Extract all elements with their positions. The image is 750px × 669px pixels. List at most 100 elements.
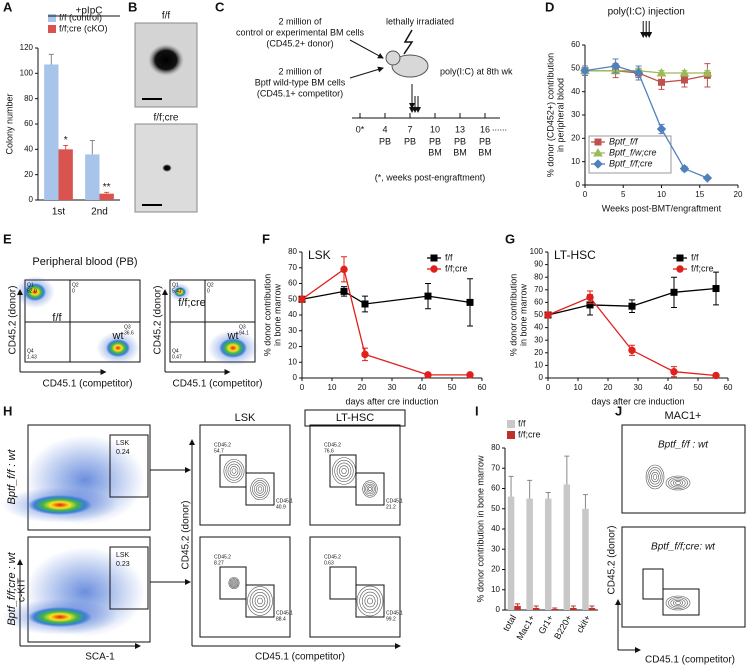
label: Bptf wild-type BM cells <box>255 77 346 87</box>
contour <box>229 466 239 476</box>
label: CD45.2 (donor) <box>8 286 19 355</box>
bar <box>85 154 100 200</box>
contour <box>368 487 372 491</box>
contour <box>665 595 691 611</box>
contour <box>225 461 243 481</box>
contour <box>356 585 384 617</box>
y-axis-label: % donor contribution in bone marrow <box>475 455 485 603</box>
frame <box>304 409 406 427</box>
label: PB <box>429 136 441 146</box>
label: poly(I:C) at 8th wk <box>440 66 513 76</box>
x-tick-label: 2nd <box>91 207 108 218</box>
x-tick-label: 60 <box>724 383 733 392</box>
label: PB <box>404 136 416 146</box>
y-tick-label: 70 <box>534 285 543 294</box>
error-bar <box>582 494 588 509</box>
contour <box>254 482 266 496</box>
error-bar <box>89 139 95 155</box>
y-axis-label: in bone marrow <box>272 283 282 346</box>
contour <box>231 580 237 586</box>
error-bar <box>564 455 570 485</box>
contour <box>230 579 238 587</box>
label: 10 <box>430 124 440 134</box>
label: 8.27 <box>214 560 224 566</box>
y-tick-label: 10 <box>534 361 543 370</box>
y-tick-label: 0 <box>539 373 544 382</box>
bar <box>570 607 577 610</box>
legend-label: Bptf_f/f <box>609 136 639 146</box>
error-bar <box>533 605 539 608</box>
marker <box>679 67 690 77</box>
y-tick-label: 40 <box>288 310 297 319</box>
label: CD45.1 <box>386 610 403 616</box>
contour <box>229 578 239 588</box>
marker <box>670 368 678 376</box>
label: 2 million of <box>278 16 322 26</box>
y-tick-label: 80 <box>288 247 297 256</box>
y-tick-label: 0 <box>29 195 34 204</box>
label: 4 <box>382 124 387 134</box>
marker <box>633 68 644 78</box>
marker <box>679 163 690 174</box>
label: Q1 <box>172 282 179 288</box>
y-tick-label: 30 <box>534 335 543 344</box>
label: 2 million of <box>278 66 322 76</box>
y-tick-label: 20 <box>288 342 297 351</box>
label: CD45.2 <box>214 442 231 448</box>
label: 40.9 <box>276 504 286 510</box>
contour <box>249 589 271 613</box>
label: PB <box>454 136 466 146</box>
label: Q2 <box>207 282 214 288</box>
contour <box>227 463 241 479</box>
series-line <box>584 65 708 179</box>
error-bar <box>527 479 533 499</box>
x-tick-label: 40 <box>418 383 427 392</box>
error-bar <box>508 475 514 497</box>
label: Q4 <box>172 348 179 354</box>
gate <box>662 588 700 616</box>
label: 94.1 <box>239 330 249 336</box>
gate <box>642 568 664 600</box>
label: PB <box>479 136 491 146</box>
gate <box>109 546 149 610</box>
contour <box>367 597 373 605</box>
marker <box>593 159 603 169</box>
x-tick-label: Mac1+ <box>514 613 536 642</box>
label: CD45.2 (donor) <box>181 501 192 570</box>
contour <box>336 462 352 480</box>
contour <box>362 480 378 498</box>
label: Q2 <box>72 282 79 288</box>
flow-plot <box>199 424 291 526</box>
contour <box>341 468 347 474</box>
label: BM <box>428 147 442 157</box>
x-tick-label: 60 <box>478 383 487 392</box>
contour <box>334 459 354 483</box>
y-tick-label: 30 <box>491 544 500 553</box>
gate <box>245 472 275 506</box>
x-tick-label: 1st <box>52 207 66 218</box>
marker <box>424 371 432 379</box>
label: CD45.2 (donor) <box>607 526 618 595</box>
label: 7 <box>407 124 412 134</box>
label: 0.23 <box>116 561 130 568</box>
x-tick-label: 0 <box>583 190 588 199</box>
error-bar <box>552 607 558 609</box>
marker <box>424 292 432 300</box>
bar <box>551 608 559 610</box>
marker <box>361 350 369 359</box>
contour <box>252 592 268 610</box>
x-tick-label: 10 <box>328 383 337 392</box>
contour <box>247 586 273 616</box>
label: ...... <box>492 122 507 132</box>
panel-letter: J <box>615 403 622 418</box>
contour <box>672 599 684 607</box>
panel-letter: F <box>262 231 270 246</box>
label: Bptf_f/f : wt <box>6 449 18 505</box>
label: MAC1+ <box>665 410 702 422</box>
gate <box>329 454 357 488</box>
panel-letter: A <box>3 0 13 14</box>
x-tick-label: Gr1+ <box>536 613 555 636</box>
y-tick-label: 80 <box>24 94 33 103</box>
contour <box>254 594 266 608</box>
bar <box>532 607 540 610</box>
